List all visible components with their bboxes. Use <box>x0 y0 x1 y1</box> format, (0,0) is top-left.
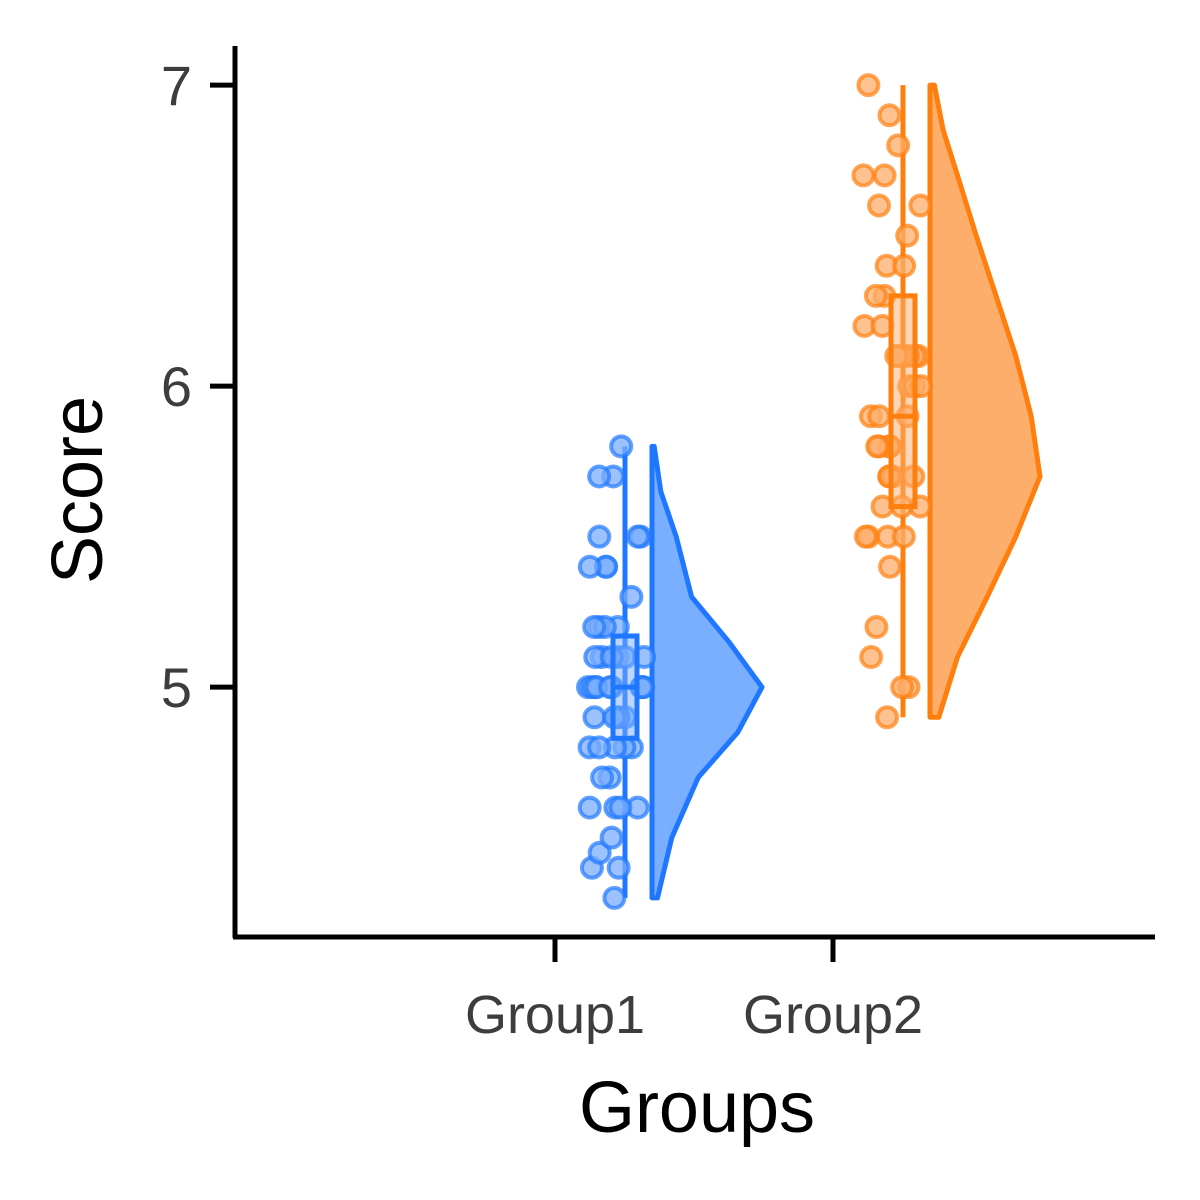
box-iqr <box>888 293 918 510</box>
data-point <box>587 524 612 549</box>
data-point <box>599 825 624 850</box>
y-tick-label: 5 <box>161 656 192 719</box>
y-axis-ticks: 5 6 7 <box>161 54 235 719</box>
x-axis-title: Groups <box>579 1068 815 1148</box>
data-point <box>609 434 634 459</box>
data-point <box>892 253 917 278</box>
violin-half <box>649 443 765 901</box>
data-point <box>602 885 627 910</box>
data-point <box>626 524 651 549</box>
data-point <box>886 133 911 158</box>
data-point <box>863 283 888 308</box>
x-tick-label: Group1 <box>465 985 645 1045</box>
series-Group2 <box>851 73 1043 730</box>
data-point <box>867 404 892 429</box>
data-point <box>890 675 915 700</box>
data-point <box>895 223 920 248</box>
data-point <box>875 705 900 730</box>
series-Group1 <box>576 434 765 910</box>
data-point <box>872 163 897 188</box>
data-point <box>582 705 607 730</box>
data-point <box>865 434 890 459</box>
data-point <box>856 73 881 98</box>
data-point <box>608 795 633 820</box>
data-point <box>864 614 889 639</box>
y-tick-label: 7 <box>161 54 192 117</box>
data-point <box>587 464 612 489</box>
data-point <box>619 584 644 609</box>
data-point <box>867 193 892 218</box>
data-point <box>577 554 602 579</box>
data-point <box>877 103 902 128</box>
data-point <box>590 765 615 790</box>
data-point <box>891 524 916 549</box>
data-point <box>853 524 878 549</box>
x-tick-label: Group2 <box>743 985 923 1045</box>
data-point <box>577 795 602 820</box>
data-point <box>908 193 933 218</box>
plot-area <box>576 73 1043 910</box>
x-axis-ticks: Group1 Group2 <box>465 937 923 1045</box>
violin-half <box>927 82 1043 720</box>
data-point <box>859 645 884 670</box>
data-point <box>878 554 903 579</box>
y-tick-label: 6 <box>161 355 192 418</box>
y-axis-title: Score <box>38 396 118 584</box>
data-point <box>606 855 631 880</box>
data-point <box>582 614 607 639</box>
data-point <box>587 840 612 865</box>
data-point <box>587 735 612 760</box>
data-point <box>851 163 876 188</box>
